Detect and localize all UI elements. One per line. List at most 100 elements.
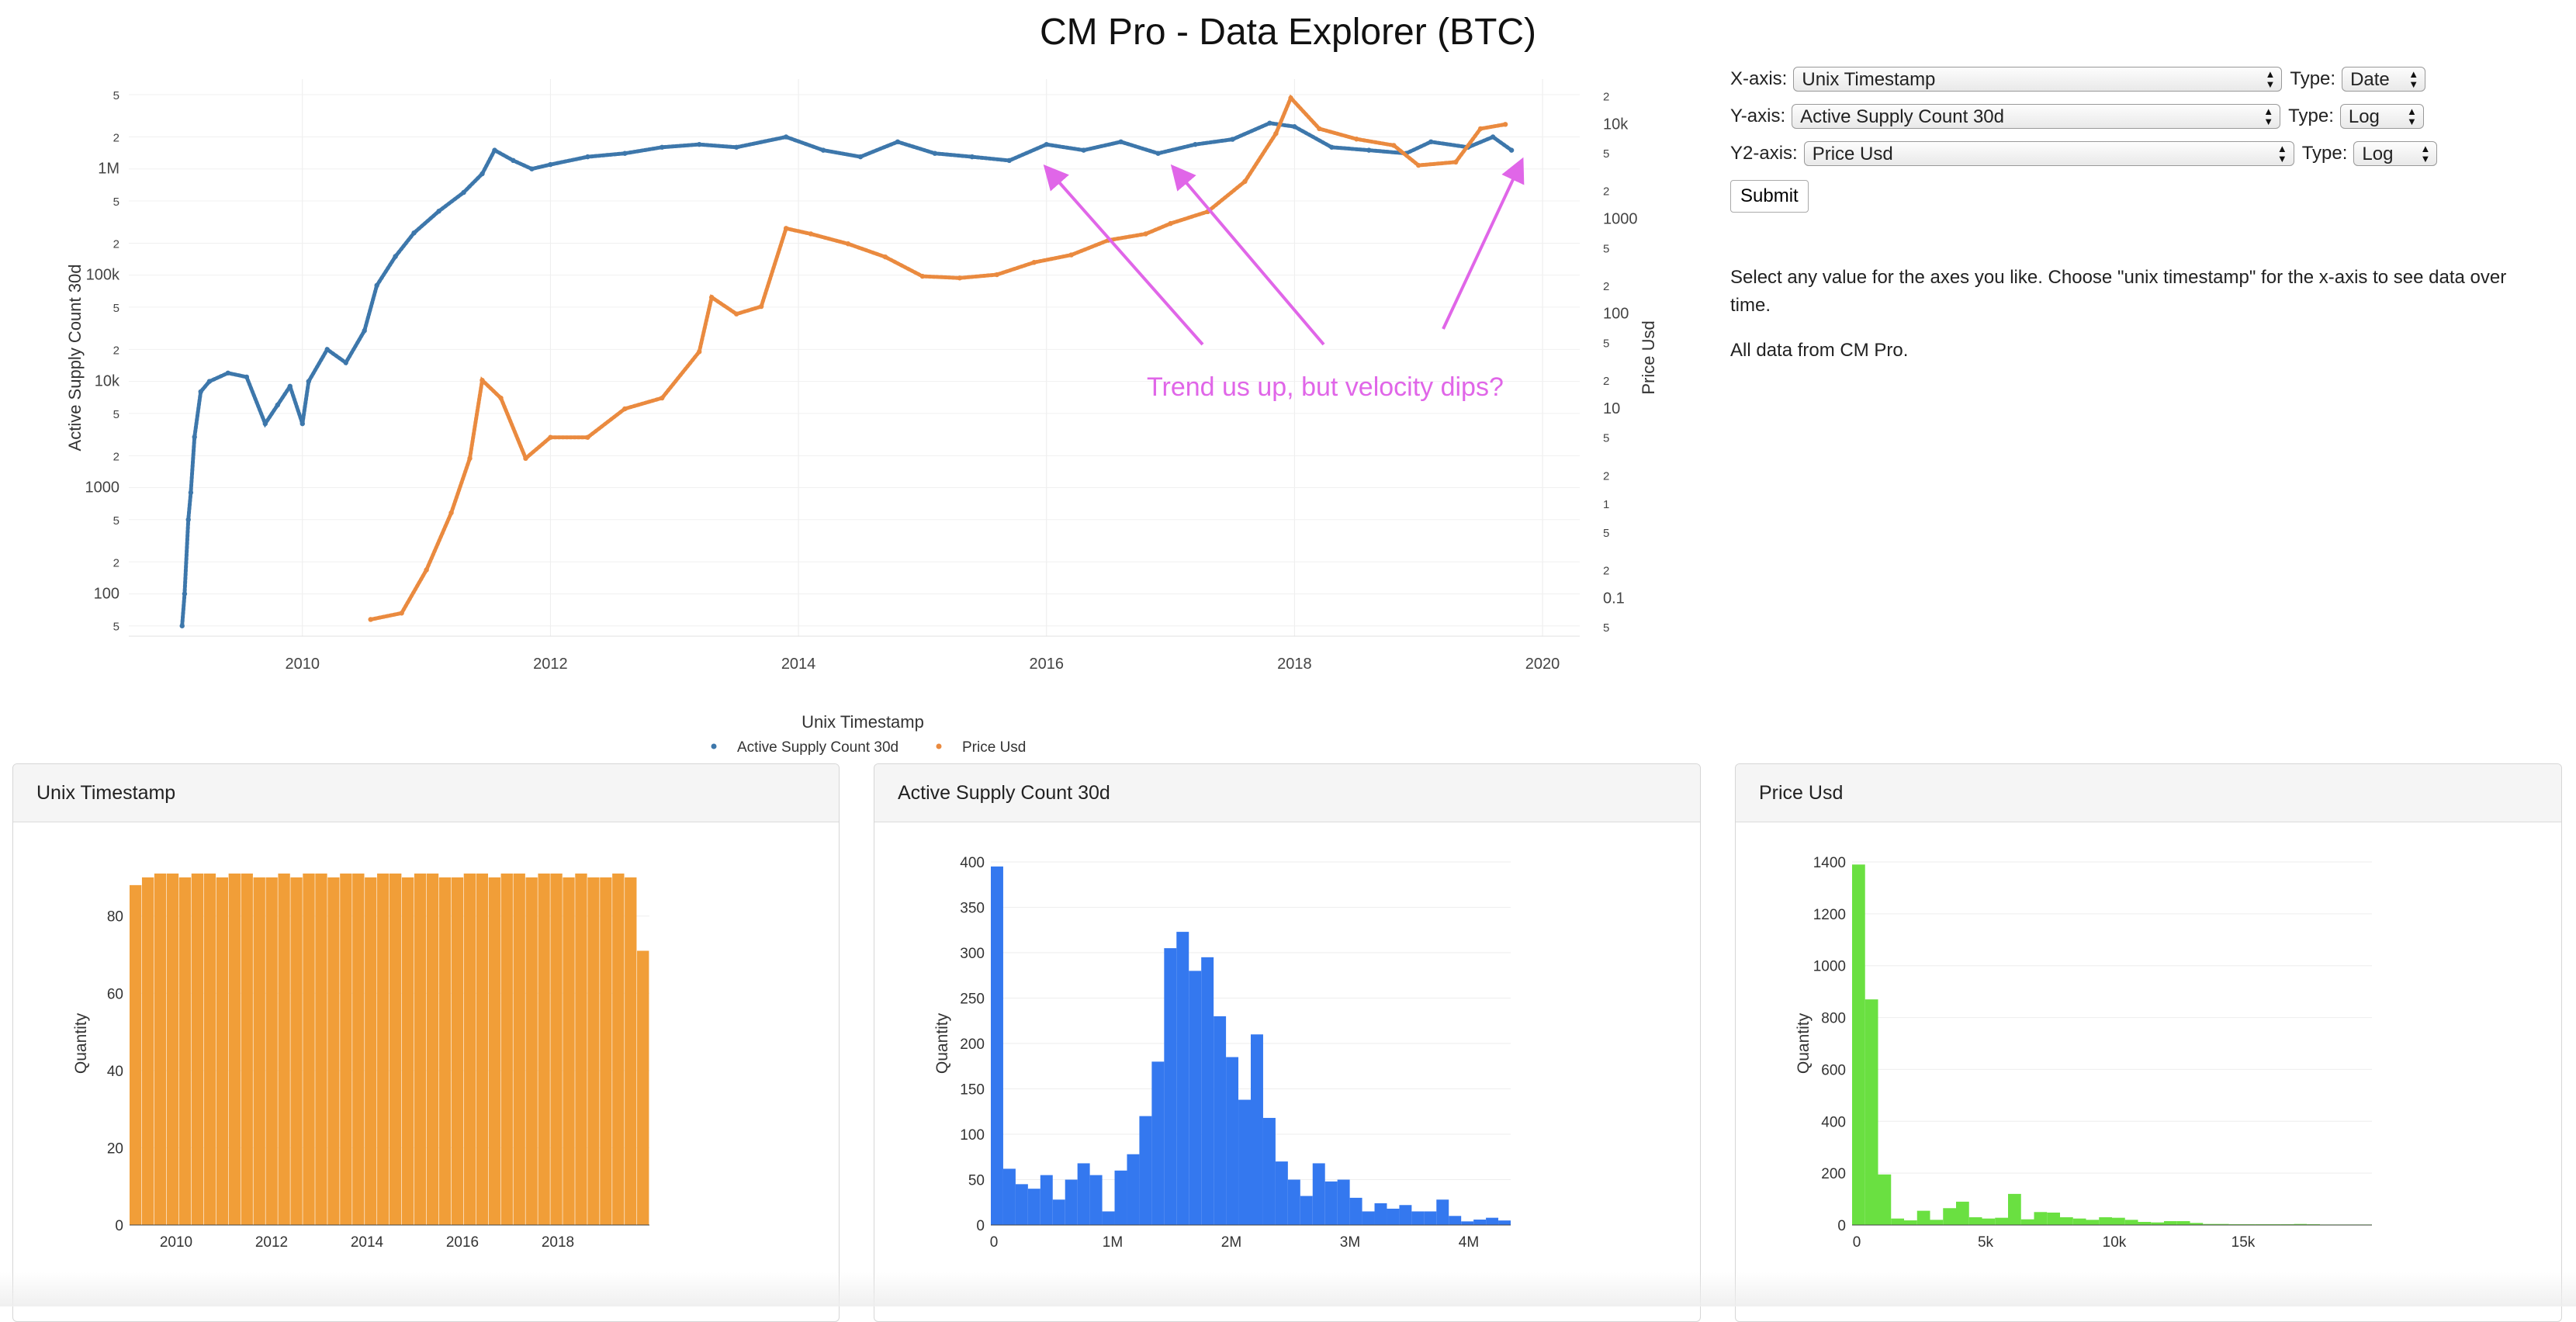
data-point — [448, 510, 454, 516]
annotation-arrow-icon — [1442, 157, 1525, 330]
data-point — [1242, 178, 1248, 185]
y2-type-label: Type: — [2301, 143, 2348, 164]
data-point — [492, 147, 497, 153]
x-axis-label: X-axis: — [1730, 68, 1788, 89]
histogram-bar — [1387, 1208, 1400, 1225]
y-tick-label: 600 — [1821, 1062, 1846, 1078]
data-point — [1366, 147, 1372, 153]
data-point — [882, 254, 888, 260]
y-axis-select[interactable]: Active Supply Count 30d ▲ ▼ — [1792, 104, 2281, 129]
data-point — [399, 611, 404, 616]
y-axis-row: Y-axis: Active Supply Count 30d ▲ ▼ Type:… — [1730, 102, 2529, 130]
data-point — [622, 151, 628, 156]
y-tick-label: 0 — [115, 1218, 123, 1234]
histogram-bar — [216, 877, 229, 1225]
y-axis-select-value: Active Supply Count 30d — [1800, 106, 2004, 127]
data-point — [783, 134, 789, 140]
histogram-bar — [1878, 1174, 1892, 1225]
histogram-bar — [1065, 1179, 1078, 1225]
y2-tick-label: 5 — [1603, 432, 1609, 445]
data-point — [1068, 252, 1074, 258]
data-point — [820, 147, 826, 153]
x-type-select[interactable]: Date ▲ ▼ — [2342, 67, 2426, 92]
data-point — [1031, 260, 1037, 265]
x-tick-label: 0 — [1853, 1234, 1861, 1251]
y-tick-label: 50 — [968, 1173, 985, 1189]
y-tick-label: 5 — [113, 302, 119, 315]
legend-item-label: Price Usd — [962, 739, 1026, 756]
data-point — [585, 434, 590, 440]
histogram-bar — [1139, 1116, 1152, 1225]
y2-tick-label: 2 — [1603, 280, 1609, 293]
histogram-bar — [141, 877, 154, 1225]
histogram-bar — [575, 873, 587, 1225]
data-point — [299, 420, 305, 427]
histogram-bar — [463, 873, 476, 1225]
x-axis-title: Unix Timestamp — [802, 712, 924, 732]
data-point — [436, 209, 441, 214]
histogram-bar — [340, 873, 352, 1225]
y2-axis-select[interactable]: Price Usd ▲ ▼ — [1803, 141, 2294, 166]
y-tick-label: 80 — [107, 909, 123, 926]
y-tick-label: 5 — [113, 89, 119, 102]
x-axis-select[interactable]: Unix Timestamp ▲ ▼ — [1793, 67, 2283, 92]
series-2 — [368, 94, 1508, 622]
y2-axis-select-value: Price Usd — [1812, 144, 1893, 164]
data-point — [1168, 220, 1173, 227]
histogram-bar — [2307, 1223, 2320, 1225]
data-point — [1502, 122, 1508, 127]
data-point — [548, 434, 553, 440]
histogram-bar — [1852, 864, 1865, 1225]
histogram-bar — [1312, 1163, 1325, 1225]
histogram-bar — [166, 873, 179, 1225]
y2-tick-label: 5 — [1603, 527, 1609, 540]
histogram-bar — [2176, 1220, 2190, 1225]
y-tick-label: 5 — [113, 196, 119, 209]
histogram-bar — [426, 873, 439, 1225]
y-tick-label: 100k — [86, 267, 120, 284]
histogram-bar — [2164, 1220, 2177, 1225]
data-point — [1143, 231, 1148, 237]
y2-type-select[interactable]: Log ▲ ▼ — [2353, 141, 2438, 166]
submit-button[interactable]: Submit — [1730, 180, 1809, 213]
data-point — [179, 623, 185, 628]
y2-tick-label: 2 — [1603, 185, 1609, 199]
y-type-select[interactable]: Log ▲ ▼ — [2339, 104, 2424, 129]
data-point — [185, 517, 191, 522]
histogram-bar — [2203, 1223, 2216, 1225]
histogram-bar — [1411, 1211, 1425, 1225]
x-type-select-value: Date — [2350, 69, 2390, 90]
y2-tick-label: 0.1 — [1603, 590, 1625, 607]
histogram-chart-price[interactable]: 0 200 400 600 800 1000 1200 1400 0 5k 10k 15k Quanti… — [1736, 823, 2562, 1304]
page-title: CM Pro - Data Explorer (BTC) — [1039, 12, 1537, 53]
histogram-bar — [1164, 948, 1177, 1225]
data-point — [275, 402, 280, 408]
x-tick-label: 2012 — [255, 1234, 288, 1251]
histogram-bar — [1102, 1211, 1115, 1225]
histogram-bar — [1424, 1211, 1437, 1225]
histogram-bar — [1943, 1208, 1956, 1225]
legend-marker — [711, 743, 717, 749]
data-point — [244, 374, 250, 380]
data-point — [969, 154, 975, 160]
histogram-bar — [241, 873, 253, 1225]
series-trace — [369, 94, 1508, 621]
histogram-bar — [203, 873, 216, 1225]
data-point — [529, 166, 535, 171]
data-point — [343, 360, 348, 365]
histogram-bar — [1251, 1034, 1263, 1225]
y2-tick-label: 5 — [1603, 147, 1609, 161]
histogram-chart-active-supply[interactable]: 0 50 100 150 200 250 300 350 400 0 1M 2M 3M 4M Quantit… — [874, 823, 1701, 1304]
histogram-bar — [1226, 1057, 1239, 1225]
x-tick-label: 2020 — [1525, 656, 1560, 673]
data-point — [262, 420, 268, 427]
y-tick-label: 20 — [107, 1140, 123, 1157]
histogram-chart-timestamp[interactable]: 0 20 40 60 80 2010 2012 2014 2016 2018 Quantity — [13, 823, 840, 1304]
main-scatter-chart[interactable]: 2010 2012 2014 2016 2018 2020 5 100 2 5 1000 2 5 10k 2… — [0, 54, 1684, 768]
histogram-bar — [290, 877, 303, 1225]
histogram-bar — [1473, 1219, 1487, 1225]
histogram-bar — [365, 877, 377, 1225]
x-tick-label: 2014 — [781, 656, 816, 673]
data-point — [622, 406, 628, 412]
y2-tick-label: 1 — [1603, 498, 1609, 511]
